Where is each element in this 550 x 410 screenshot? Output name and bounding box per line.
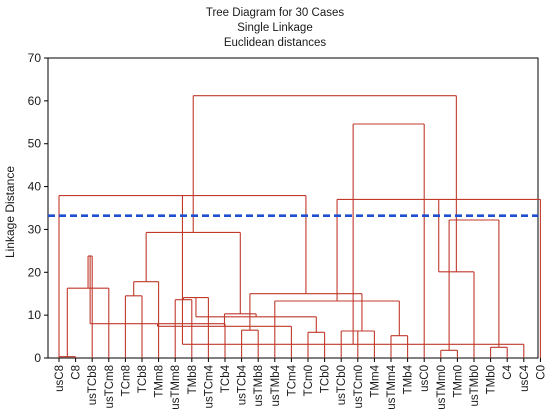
leaf-label: usC8 (54, 365, 66, 392)
leaf-label: C8 (71, 365, 83, 380)
y-tick-label: 50 (28, 137, 42, 151)
leaf-label: TMm4 (369, 364, 381, 397)
leaf-label: usTMm4 (386, 364, 398, 409)
y-tick-label: 70 (28, 51, 42, 65)
y-tick-label: 30 (28, 222, 42, 236)
leaf-label: TCm0 (303, 365, 315, 396)
leaf-label: TMb8 (187, 365, 199, 394)
chart-title: Tree Diagram for 30 Cases (206, 7, 345, 19)
leaf-label: usTMm0 (436, 365, 448, 410)
leaf-label: usTMb0 (469, 365, 481, 407)
leaf-label: C0 (535, 365, 547, 380)
leaf-label: TCb0 (320, 365, 332, 393)
leaf-label: usTCb8 (87, 365, 99, 405)
leaf-label: usTCm4 (203, 364, 215, 408)
leaf-label: usTCb4 (237, 364, 249, 405)
y-tick-label: 40 (28, 180, 42, 194)
leaf-label: usTMb8 (253, 365, 265, 407)
leaf-label: usC0 (419, 365, 431, 392)
chart-subtitle-linkage: Single Linkage (237, 22, 312, 34)
leaf-label: TMb0 (486, 365, 498, 394)
y-tick-label: 20 (28, 265, 42, 279)
leaf-label: usTMm8 (170, 365, 182, 410)
leaf-label: TCm4 (286, 364, 298, 396)
leaf-label: usTCm0 (353, 365, 365, 408)
y-tick-label: 10 (28, 308, 42, 322)
leaf-label: usTCm8 (104, 365, 116, 408)
plot-frame (47, 57, 539, 359)
y-tick-label: 0 (34, 351, 41, 365)
leaf-label: TCb8 (137, 365, 149, 393)
plot-area: 0 10 20 30 40 50 60 70 usC8 C8 usTCb8 usTCm8 TCm8 TCb… (28, 51, 548, 410)
y-axis-label: Linkage Distance (3, 166, 17, 258)
leaf-label: TMm0 (452, 365, 464, 398)
leaf-label: TMm8 (154, 365, 166, 398)
leaf-label: usTCb0 (336, 365, 348, 405)
leaf-label: TCb4 (220, 364, 232, 393)
leaf-label: usTMb4 (270, 364, 282, 406)
chart-subtitle-distance: Euclidean distances (224, 37, 327, 49)
y-tick-label: 60 (28, 94, 42, 108)
leaf-label: TCm8 (120, 365, 132, 396)
leaf-label: TMb4 (403, 364, 415, 394)
leaf-label: C4 (502, 364, 514, 379)
leaf-label: usC4 (519, 364, 531, 391)
